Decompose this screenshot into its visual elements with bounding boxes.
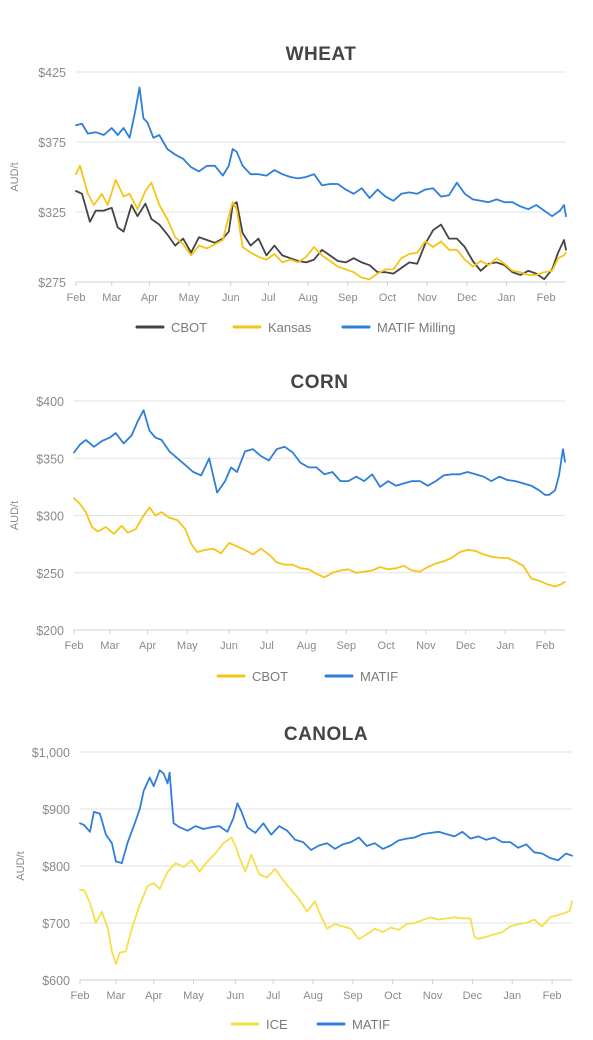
canola-legend-label: MATIF: [352, 1017, 390, 1032]
canola-x-tick-label: Mar: [106, 990, 125, 1002]
canola-x-tick-label: Jun: [226, 990, 244, 1002]
wheat-x-tick-label: Feb: [537, 292, 556, 304]
canola-legend-item-matif[interactable]: MATIF: [316, 1017, 390, 1032]
wheat-x-tick-label: Oct: [379, 292, 396, 304]
wheat-x-tick-label: Apr: [141, 292, 158, 304]
canola-x-tick-label: Dec: [463, 990, 483, 1002]
wheat-legend-item-kansas[interactable]: Kansas: [232, 320, 312, 335]
wheat-x-tick-label: Aug: [298, 292, 318, 304]
canola-chart: CANOLA $600 $700 $800 $900 $1,000 AUD/t Feb Mar A…: [15, 724, 573, 1032]
corn-chart-title: CORN: [291, 372, 349, 393]
wheat-x-tick-label: Jul: [261, 292, 275, 304]
corn-y-axis-label: AUD/t: [9, 501, 21, 530]
corn-y-tick-label: $350: [36, 452, 64, 466]
wheat-x-tick-label: May: [179, 292, 200, 304]
corn-y-tick-label: $400: [36, 395, 64, 409]
canola-y-axis-label: AUD/t: [15, 851, 27, 880]
wheat-y-tick-label: $275: [38, 276, 66, 290]
corn-legend-item-matif[interactable]: MATIF: [324, 669, 398, 684]
canola-x-tick-label: Feb: [543, 990, 562, 1002]
corn-legend-label: MATIF: [360, 669, 398, 684]
corn-legend-label: CBOT: [252, 669, 288, 684]
corn-matif-series-line: [73, 409, 566, 496]
corn-x-tick-label: Feb: [536, 640, 555, 652]
wheat-legend-item-cbot[interactable]: CBOT: [135, 320, 207, 335]
canola-x-tick-label: Sep: [343, 990, 363, 1002]
canola-x-tick-label: Oct: [384, 990, 401, 1002]
corn-x-tick-label: Dec: [456, 640, 476, 652]
canola-x-tick-label: Jan: [503, 990, 521, 1002]
corn-x-tick-label: Sep: [337, 640, 357, 652]
canola-legend-item-ice[interactable]: ICE: [230, 1017, 288, 1032]
canola-legend-label: ICE: [266, 1017, 288, 1032]
canola-y-tick-label: $900: [42, 803, 70, 817]
wheat-x-tick-label: Dec: [457, 292, 477, 304]
corn-x-tick-label: Feb: [65, 640, 84, 652]
corn-y-tick-label: $300: [36, 510, 64, 524]
corn-x-tick-label: Nov: [416, 640, 436, 652]
wheat-chart: WHEAT $275 $325 $375 $425 AUD/t Feb Mar Apr May Ju…: [9, 44, 567, 335]
corn-y-tick-label: $250: [36, 567, 64, 581]
wheat-legend-label: MATIF Milling: [377, 320, 455, 335]
wheat-y-tick-label: $375: [38, 136, 66, 150]
corn-x-tick-label: Apr: [139, 640, 156, 652]
wheat-x-tick-label: Jun: [222, 292, 240, 304]
corn-x-tick-label: Aug: [297, 640, 317, 652]
corn-cbot-series-line: [73, 497, 566, 588]
wheat-legend-label: CBOT: [171, 320, 207, 335]
wheat-x-tick-label: Jan: [498, 292, 516, 304]
wheat-y-axis-label: AUD/t: [9, 162, 21, 191]
wheat-x-tick-label: Mar: [102, 292, 121, 304]
wheat-matif-milling-series-line: [75, 86, 567, 218]
corn-legend-item-cbot[interactable]: CBOT: [216, 669, 288, 684]
canola-x-tick-label: Nov: [423, 990, 443, 1002]
canola-y-tick-label: $800: [42, 860, 70, 874]
wheat-legend-label: Kansas: [268, 320, 312, 335]
corn-x-tick-label: May: [177, 640, 198, 652]
canola-matif-series-line: [79, 769, 573, 864]
canola-x-tick-label: Apr: [145, 990, 162, 1002]
corn-x-tick-label: Jun: [220, 640, 238, 652]
wheat-x-tick-label: Sep: [338, 292, 358, 304]
canola-chart-title: CANOLA: [284, 724, 368, 745]
wheat-y-tick-label: $425: [38, 66, 66, 80]
corn-y-tick-label: $200: [36, 624, 64, 638]
wheat-kansas-series-line: [75, 164, 567, 281]
corn-x-tick-label: Jul: [260, 640, 274, 652]
wheat-legend-item-matif-milling[interactable]: MATIF Milling: [341, 320, 455, 335]
wheat-chart-title: WHEAT: [286, 44, 357, 65]
wheat-y-tick-label: $325: [38, 206, 66, 220]
corn-x-tick-label: Oct: [378, 640, 395, 652]
corn-chart: CORN $200 $250 $300 $350 $400 AUD/t Feb Mar Apr Ma…: [9, 372, 566, 684]
corn-x-tick-label: Mar: [100, 640, 119, 652]
canola-x-tick-label: Feb: [71, 990, 90, 1002]
canola-x-tick-label: Jul: [266, 990, 280, 1002]
canola-y-tick-label: $700: [42, 917, 70, 931]
wheat-cbot-series-line: [75, 190, 567, 281]
canola-y-tick-label: $600: [42, 974, 70, 988]
canola-x-tick-label: Aug: [303, 990, 323, 1002]
canola-x-tick-label: May: [183, 990, 204, 1002]
wheat-x-tick-label: Nov: [417, 292, 437, 304]
corn-x-tick-label: Jan: [496, 640, 514, 652]
canola-ice-series-line: [79, 836, 573, 965]
wheat-x-tick-label: Feb: [67, 292, 86, 304]
canola-y-tick-label: $1,000: [32, 746, 70, 760]
